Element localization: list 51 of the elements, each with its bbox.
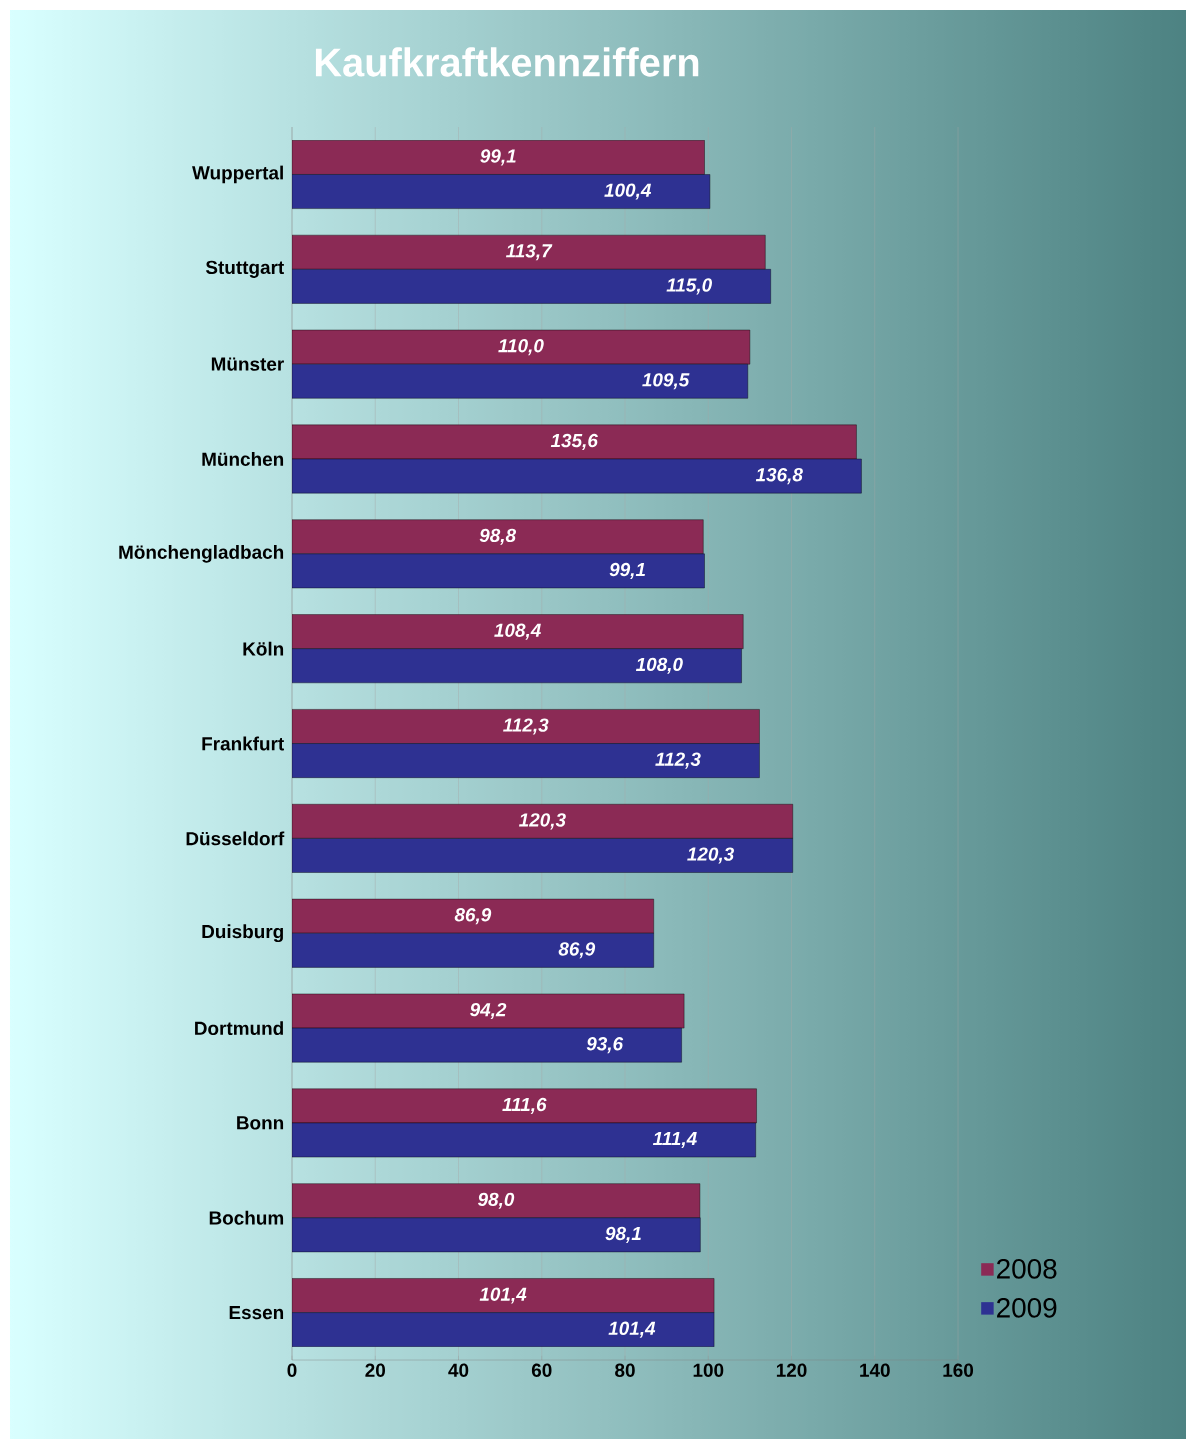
y-tick-label: Köln <box>243 641 284 656</box>
data-label: 113,7 <box>505 244 553 261</box>
data-label: 86,9 <box>558 942 596 959</box>
data-label: 98,8 <box>479 528 517 545</box>
data-label: 101,4 <box>608 1321 656 1338</box>
y-tick-label: München <box>202 452 284 466</box>
y-tick-label: Münster <box>211 357 284 371</box>
data-label: 98,0 <box>477 1192 515 1209</box>
y-tick-label: Bochum <box>209 1210 284 1225</box>
data-label: 109,5 <box>642 373 690 390</box>
x-tick-label: 40 <box>448 1363 469 1377</box>
data-label: 136,8 <box>755 467 803 485</box>
data-label: 111,6 <box>502 1097 547 1114</box>
x-tick-label: 60 <box>531 1363 552 1377</box>
data-label: 101,4 <box>479 1287 527 1304</box>
x-tick-label: 160 <box>943 1363 974 1377</box>
data-label: 112,3 <box>655 752 701 769</box>
data-label: 94,2 <box>470 1002 507 1020</box>
legend-label: 2008 <box>997 1258 1057 1279</box>
data-label: 99,1 <box>609 562 645 579</box>
x-tick-label: 100 <box>693 1363 724 1377</box>
data-label: 120,3 <box>519 813 566 830</box>
data-label: 135,6 <box>550 433 598 450</box>
x-tick-label: 140 <box>860 1363 890 1377</box>
data-label: 99,1 <box>480 149 516 166</box>
y-tick-label: Duisburg <box>202 924 283 943</box>
y-tick-label: Stuttgart <box>205 260 284 278</box>
data-label: 112,3 <box>503 718 549 735</box>
y-tick-label: Düsseldorf <box>186 831 285 846</box>
y-tick-label: Bonn <box>237 1116 284 1130</box>
x-tick-label: 80 <box>615 1363 635 1377</box>
x-tick-label: 120 <box>776 1363 807 1377</box>
legend-label: 2009 <box>997 1297 1057 1318</box>
y-tick-label: Wuppertal <box>192 165 283 184</box>
data-label: 110,0 <box>498 339 544 356</box>
y-tick-label: Frankfurt <box>202 736 284 751</box>
data-label: 93,6 <box>586 1037 624 1054</box>
y-tick-label: Dortmund <box>195 1021 283 1036</box>
chart-title: Kaufkraftkennziffern <box>315 47 699 77</box>
data-label: 98,1 <box>605 1226 641 1243</box>
x-tick-label: 0 <box>287 1363 297 1377</box>
data-label: 120,3 <box>687 847 735 864</box>
y-tick-label: Essen <box>229 1306 284 1320</box>
data-label: 115,0 <box>666 278 712 295</box>
data-label: 108,0 <box>635 657 683 674</box>
data-label: 108,4 <box>494 623 541 640</box>
y-tick-label: Mönchengladbach <box>119 544 284 563</box>
x-tick-label: 20 <box>365 1363 385 1377</box>
data-label: 111,4 <box>652 1132 697 1148</box>
data-label: 100,4 <box>604 183 652 200</box>
data-label: 86,9 <box>454 908 492 925</box>
